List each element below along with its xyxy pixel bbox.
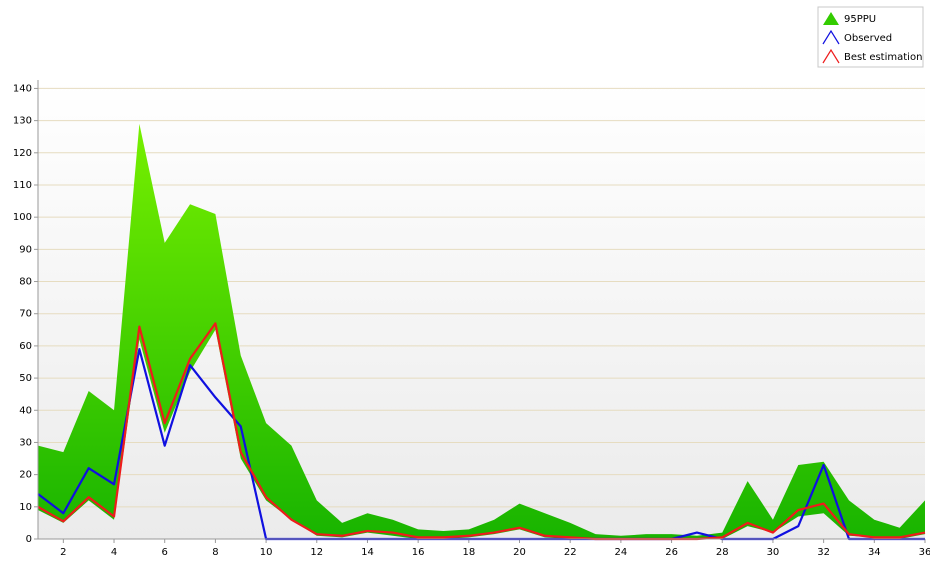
x-tick-label: 36 <box>919 547 930 558</box>
x-tick-label: 2 <box>60 547 66 558</box>
legend-swatch <box>823 12 839 25</box>
x-tick-label: 12 <box>310 547 323 558</box>
y-tick-label: 30 <box>19 437 32 448</box>
x-tick-label: 34 <box>868 547 881 558</box>
series-line <box>37 322 926 541</box>
x-tick-label: 20 <box>513 547 526 558</box>
legend-label: Observed <box>844 33 892 44</box>
x-tick-label: 22 <box>564 547 577 558</box>
x-tick-label: 32 <box>817 547 830 558</box>
y-tick-label: 10 <box>19 502 32 513</box>
x-tick-label: 30 <box>767 547 780 558</box>
y-tick-label: 60 <box>19 341 32 352</box>
y-tick-label: 120 <box>13 148 32 159</box>
x-tick-label: 18 <box>462 547 475 558</box>
y-tick-label: 140 <box>13 83 32 94</box>
x-tick-label: 28 <box>716 547 729 558</box>
y-tick-label: 110 <box>13 180 32 191</box>
x-tick-label: 24 <box>615 547 628 558</box>
x-tick-label: 10 <box>260 547 273 558</box>
x-tick-label: 8 <box>212 547 218 558</box>
x-tick-label: 16 <box>412 547 425 558</box>
y-tick-label: 40 <box>19 405 32 416</box>
legend-swatch <box>822 29 840 45</box>
band-area <box>38 123 925 540</box>
y-tick-label: 70 <box>19 309 32 320</box>
y-tick-label: 50 <box>19 373 32 384</box>
legend: 95PPU Observed Best estimation <box>817 6 924 68</box>
legend-label: 95PPU <box>844 14 876 25</box>
y-tick-label: 130 <box>13 116 32 127</box>
y-tick-label: 100 <box>13 212 32 223</box>
y-tick-label: 0 <box>26 534 32 545</box>
x-tick-label: 26 <box>665 547 678 558</box>
x-tick-label: 14 <box>361 547 374 558</box>
x-tick-label: 4 <box>111 547 117 558</box>
legend-label: Best estimation <box>844 52 922 63</box>
y-tick-label: 80 <box>19 277 32 288</box>
y-tick-label: 20 <box>19 470 32 481</box>
legend-swatch <box>822 48 840 64</box>
y-tick-label: 90 <box>19 244 32 255</box>
x-tick-label: 6 <box>162 547 168 558</box>
